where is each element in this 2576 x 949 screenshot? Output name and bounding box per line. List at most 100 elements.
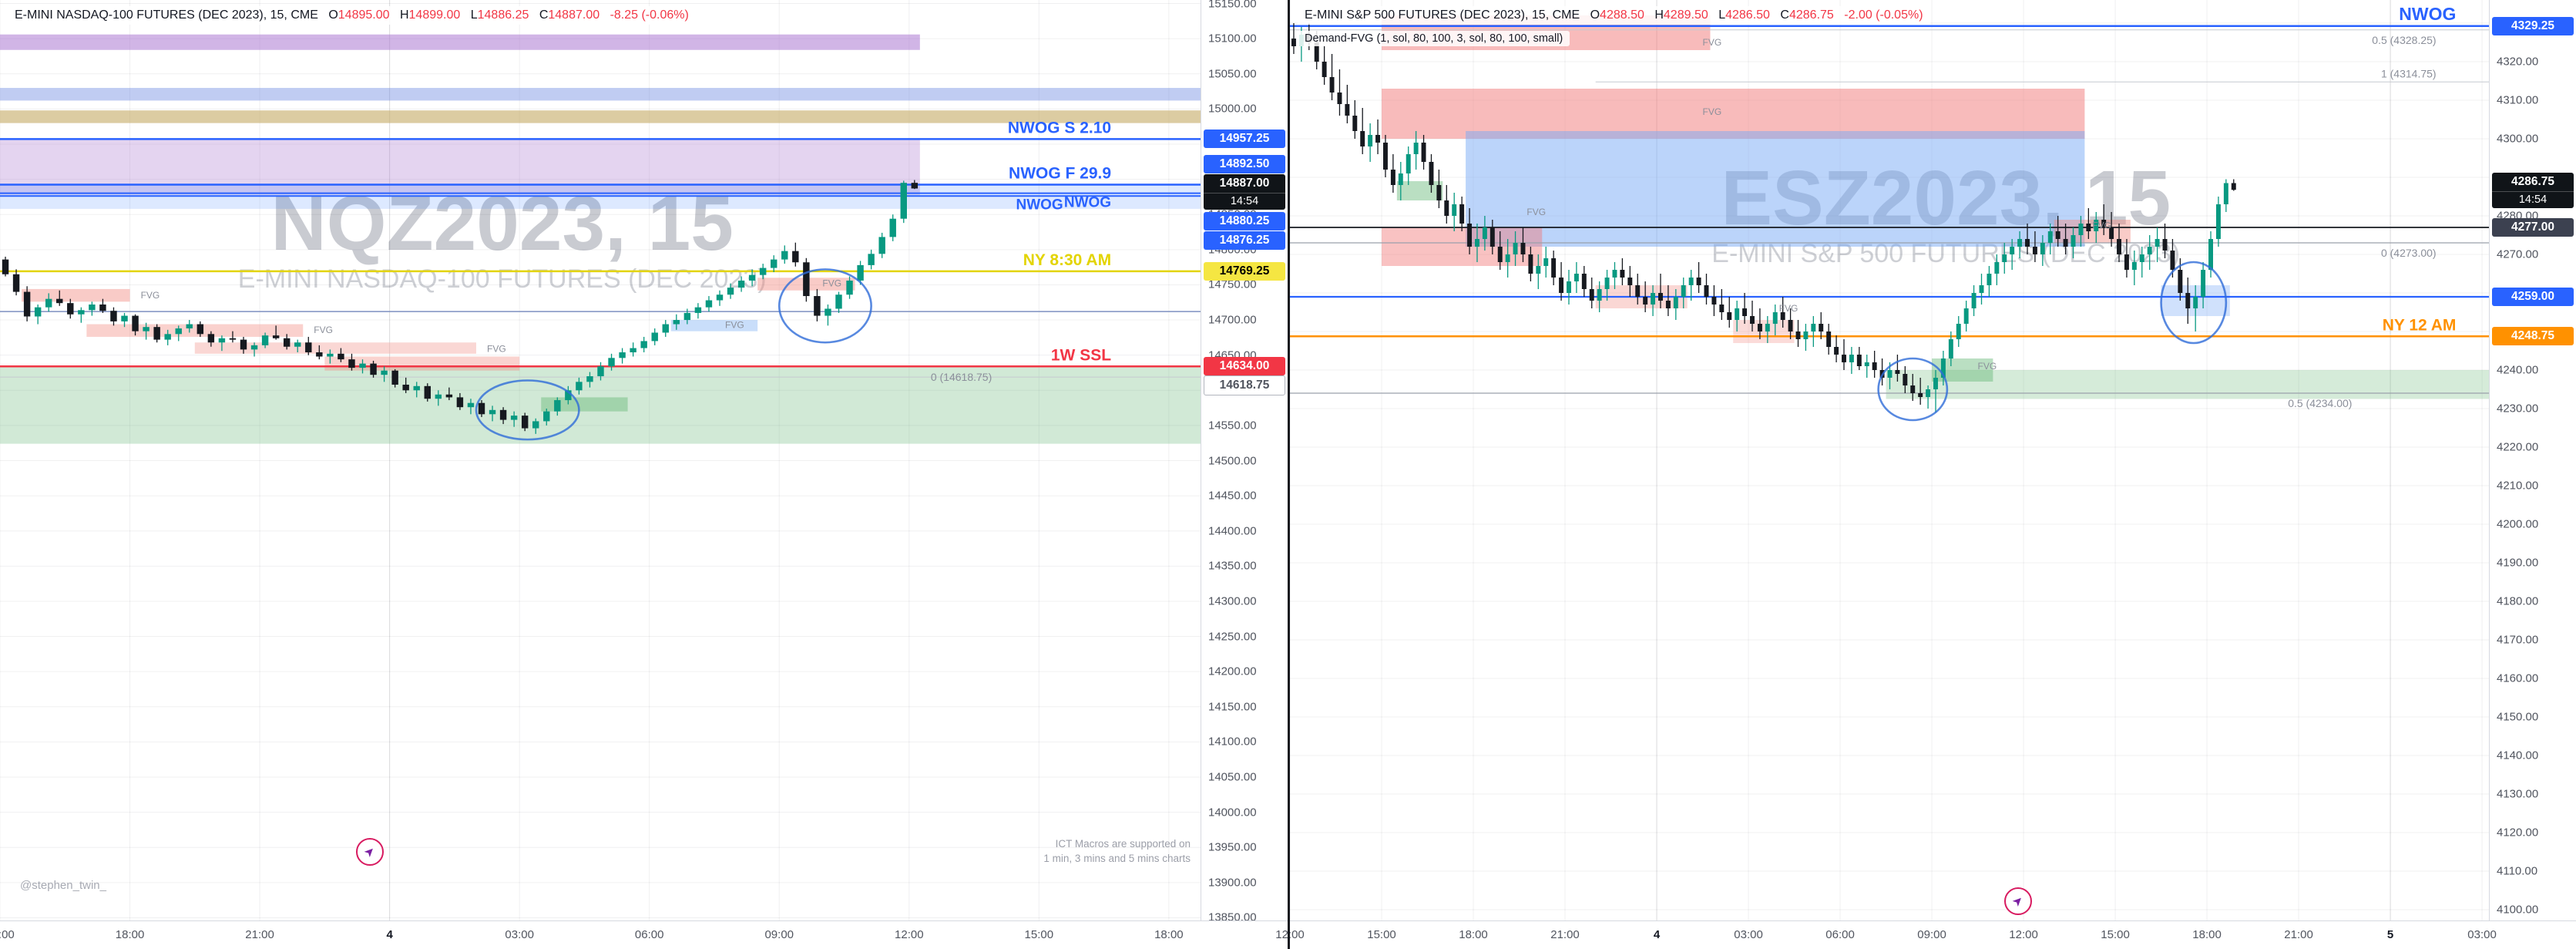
price-tick-label: 14450.00: [1208, 489, 1257, 503]
open-label: O: [1590, 8, 1600, 22]
price-tick-label: 14300.00: [1208, 594, 1257, 608]
fvg-zone: [0, 110, 1201, 123]
open-label: O: [328, 8, 338, 22]
fvg-zone: [1382, 227, 1543, 266]
chart-legend[interactable]: E-MINI NASDAQ-100 FUTURES (DEC 2023), 15…: [8, 6, 696, 25]
chart-annotation-text: FVG: [822, 278, 841, 289]
price-level-label: 1W SSL: [1051, 346, 1111, 364]
fvg-zone: [194, 342, 476, 354]
price-tick-label: 15000.00: [1208, 102, 1257, 116]
price-tick-label: 4230.00: [2497, 402, 2539, 416]
price-axis[interactable]: 15150.0015100.0015050.0015000.0014950.00…: [1201, 0, 1288, 924]
high-label: H: [1654, 8, 1664, 22]
price-tick-label: 15100.00: [1208, 32, 1257, 45]
time-tick-label: 4: [386, 928, 393, 941]
fvg-zone: [1466, 131, 2085, 247]
price-tick-label: 4190.00: [2497, 556, 2539, 570]
price-tick-label: 14700.00: [1208, 313, 1257, 327]
change-value: -2.00 (-0.05%): [1844, 8, 1923, 22]
price-tick-label: 4160.00: [2497, 671, 2539, 685]
time-tick-label: 18:00: [1459, 928, 1488, 941]
candlestick-plot-nasdaq[interactable]: NWOG S 2.10 NWOG F 29.9 NWOG NWOG NY 8:30 AM…: [0, 0, 1201, 921]
time-tick-label: 18:00: [115, 928, 145, 941]
price-tick-label: 4240.00: [2497, 363, 2539, 377]
price-flag: 14876.25: [1204, 231, 1285, 251]
time-tick-label: 03:00: [505, 928, 534, 941]
ict-macros-note: ICT Macros are supported on 1 min, 3 min…: [1043, 838, 1191, 864]
open-value: 4288.50: [1600, 8, 1644, 22]
chart-canvas[interactable]: NWOG NY 12 AM 0.5 (4328.25) 1 (4314.75) 0 (4…: [1289, 0, 2490, 921]
candlestick-plot-sp500[interactable]: NWOG NY 12 AM 0.5 (4328.25) 1 (4314.75) 0 (4…: [1289, 0, 2490, 921]
time-tick-label: 4: [1653, 928, 1661, 941]
emoji-marker-badge[interactable]: ➤: [2004, 887, 2033, 915]
symbol-title[interactable]: E-MINI NASDAQ-100 FUTURES (DEC 2023), 15…: [15, 8, 318, 22]
price-tick-label: 14000.00: [1208, 806, 1257, 819]
time-axis[interactable]: 15:00 18:00 21:00 4 03:00 06:00 09:00 12:00 15:0…: [0, 920, 1288, 949]
price-tick-label: 13950.00: [1208, 840, 1257, 854]
chart-annotation-text: FVG: [487, 343, 506, 354]
chart-annotation-text: FVG: [1526, 207, 1546, 217]
emoji-marker-badge[interactable]: ➤: [356, 838, 385, 867]
indicator-legend[interactable]: Demand-FVG (1, sol, 80, 100, 3, sol, 80,…: [1298, 31, 1570, 46]
price-tick-label: 14250.00: [1208, 630, 1257, 644]
price-flag: 4248.75: [2492, 327, 2574, 346]
high-value: 4289.50: [1663, 8, 1708, 22]
chart-annotation-text: FVG: [2092, 220, 2111, 231]
change-value: -8.25 (-0.06%): [610, 8, 689, 22]
time-tick-label: 15:00: [2101, 928, 2130, 941]
price-level-label: NWOG S 2.10: [1008, 119, 1111, 136]
close-label: C: [1780, 8, 1789, 22]
price-tick-label: 4150.00: [2497, 710, 2539, 724]
chart-annotation-text: FVG: [141, 290, 160, 301]
time-tick-label: 21:00: [2284, 928, 2313, 941]
price-flag: 4286.75 14:54: [2492, 173, 2574, 209]
time-tick-label: 12:00: [2009, 928, 2038, 941]
time-tick-label: 15:00: [1024, 928, 1054, 941]
chart-panel-sp500[interactable]: ESZ2023, 15 E-MINI S&P 500 FUTURES (DEC …: [1275, 0, 2576, 949]
time-tick-label: 18:00: [2192, 928, 2222, 941]
price-tick-label: 4120.00: [2497, 826, 2539, 840]
price-tick-label: 14200.00: [1208, 665, 1257, 678]
chart-legend[interactable]: E-MINI S&P 500 FUTURES (DEC 2023), 15, C…: [1298, 6, 1930, 25]
annotation-circle[interactable]: [1877, 357, 1949, 422]
price-flag: 14769.25: [1204, 261, 1285, 281]
price-flag: 4277.00: [2492, 218, 2574, 237]
price-tick-label: 4140.00: [2497, 749, 2539, 762]
time-tick-label: 21:00: [1550, 928, 1580, 941]
author-credit: @stephen_twin_: [20, 879, 106, 892]
time-tick-label: 21:00: [245, 928, 274, 941]
price-tick-label: 15050.00: [1208, 67, 1257, 81]
open-value: 14895.00: [338, 8, 390, 22]
price-tick-label: 4300.00: [2497, 132, 2539, 146]
high-value: 14899.00: [408, 8, 461, 22]
price-axis[interactable]: 4330.004320.004310.004300.004290.004280.…: [2489, 0, 2576, 921]
symbol-title[interactable]: E-MINI S&P 500 FUTURES (DEC 2023), 15, C…: [1305, 8, 1580, 22]
price-level-label: NWOG: [1016, 197, 1063, 213]
price-tick-label: 15150.00: [1208, 0, 1257, 11]
annotation-circle[interactable]: [475, 379, 580, 441]
close-label: C: [539, 8, 549, 22]
chart-annotation-text: 0 (14618.75): [931, 371, 992, 383]
time-tick-label: 15:00: [1367, 928, 1396, 941]
price-tick-label: 4220.00: [2497, 440, 2539, 454]
panel-divider[interactable]: [1288, 0, 1290, 949]
price-level-label: NWOG: [2399, 4, 2456, 24]
price-flag: 14892.50: [1204, 155, 1285, 174]
price-flag: 4329.25: [2492, 16, 2574, 35]
price-level-label: NWOG F 29.9: [1009, 164, 1111, 182]
chart-annotation-text: FVG: [725, 319, 744, 330]
time-axis[interactable]: 12:00 15:00 18:00 21:00 4 03:00 06:00 09:00 12:0…: [1275, 920, 2576, 949]
price-flag: 14634.00: [1204, 357, 1285, 376]
price-tick-label: 4130.00: [2497, 787, 2539, 801]
chart-panel-nasdaq[interactable]: NQZ2023, 15 E-MINI NASDAQ-100 FUTURES (D…: [0, 0, 1288, 949]
annotation-circle[interactable]: [778, 268, 872, 344]
annotation-circle[interactable]: [2160, 261, 2228, 345]
time-tick-label: 5: [2386, 928, 2394, 941]
low-value: 14886.25: [477, 8, 529, 22]
time-tick-label: 03:00: [2467, 928, 2497, 941]
time-tick-label: 09:00: [764, 928, 794, 941]
chart-annotation-text: FVG: [1978, 361, 1997, 372]
low-label: L: [470, 8, 478, 22]
